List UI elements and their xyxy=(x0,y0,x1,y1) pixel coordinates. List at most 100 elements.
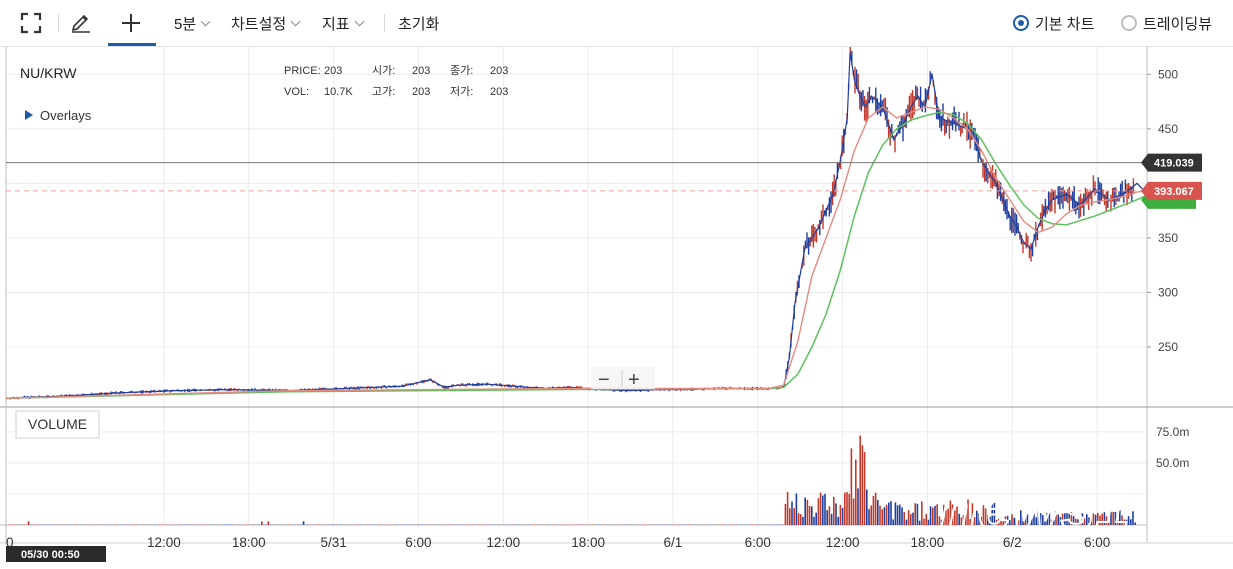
volume-bar xyxy=(1114,511,1117,525)
radio-unselected-icon xyxy=(1121,15,1137,31)
volume-bar xyxy=(978,513,980,525)
volume-bar xyxy=(1099,515,1101,525)
volume-bar xyxy=(846,492,848,525)
volume-bar xyxy=(1061,513,1064,525)
volume-bar xyxy=(1132,511,1134,525)
volume-bar xyxy=(1119,510,1121,525)
volume-bar xyxy=(1081,513,1084,525)
volume-bar xyxy=(1088,517,1090,525)
volume-bar xyxy=(830,513,833,525)
time-tick-label: 6/1 xyxy=(664,535,683,550)
price-series-group xyxy=(5,47,1145,400)
fullscreen-icon[interactable] xyxy=(20,0,42,46)
volume-bar xyxy=(1053,519,1055,525)
news1-watermark: news1 xyxy=(940,474,1130,543)
volume-bar xyxy=(1130,519,1132,525)
volume-bar xyxy=(936,504,938,525)
volume-bar xyxy=(874,492,877,525)
volume-bar xyxy=(1037,510,1040,525)
volume-bar xyxy=(1042,515,1044,525)
zoom-in-button[interactable]: + xyxy=(628,369,640,391)
price-value: 203 xyxy=(324,65,342,77)
last-price-tag-shape xyxy=(1141,181,1202,200)
price-tick-label: 350 xyxy=(1158,231,1178,245)
volume-bar xyxy=(870,505,872,525)
volume-bar xyxy=(852,498,855,525)
crosshair-time-tag: 05/30 00:50 xyxy=(6,546,106,562)
draw-pencil-icon[interactable] xyxy=(69,0,93,46)
chevron-down-icon xyxy=(354,16,365,26)
volume-bar xyxy=(960,517,963,525)
volume-bar xyxy=(1028,520,1031,525)
interval-label: 5분 xyxy=(174,15,197,33)
volume-bar xyxy=(795,493,798,525)
volume-bar xyxy=(861,445,864,525)
volume-label: VOLUME xyxy=(28,416,87,432)
volume-bar xyxy=(1024,518,1026,525)
time-tick-label: 0 xyxy=(6,535,14,550)
chevron-down-icon xyxy=(290,16,301,26)
volume-bar xyxy=(806,499,809,525)
time-tag-label: 05/30 00:50 xyxy=(21,549,80,561)
reset-button[interactable]: 초기화 xyxy=(398,0,439,46)
volume-bars xyxy=(8,435,1136,525)
time-tick-label: 12:00 xyxy=(826,535,860,550)
volume-bar xyxy=(1006,515,1009,525)
volume-bar xyxy=(1121,515,1123,525)
volume-bar xyxy=(1011,514,1013,525)
last-price-label: 393.067 xyxy=(1154,186,1194,198)
volume-bar xyxy=(1022,517,1024,525)
volume-bar xyxy=(949,500,952,525)
indicator-dropdown[interactable]: 지표 xyxy=(322,0,365,46)
volume-bar xyxy=(786,492,789,525)
volume-bar xyxy=(932,507,934,525)
volume-bar xyxy=(866,489,868,525)
volume-bar xyxy=(27,521,30,525)
price-tags: 419.039 393.067 xyxy=(1141,153,1202,209)
volume-bar xyxy=(962,515,965,525)
chart-settings-label: 차트설정 xyxy=(231,15,287,33)
volume-bar xyxy=(804,497,806,525)
time-tick-label: 12:00 xyxy=(147,535,181,550)
basic-chart-label: 기본 차트 xyxy=(1035,15,1095,33)
indicator-label: 지표 xyxy=(322,15,350,33)
reset-label: 초기화 xyxy=(398,15,440,33)
overlays-label: Overlays xyxy=(40,108,92,123)
volume-bar xyxy=(1094,514,1097,525)
crosshair-price-label: 419.039 xyxy=(1154,158,1194,170)
volume-bar xyxy=(1026,513,1029,525)
volume-bar xyxy=(1092,513,1095,525)
volume-bar xyxy=(1015,511,1018,525)
volume-bar xyxy=(1020,510,1022,525)
time-tag-bg xyxy=(6,546,106,562)
volume-bar xyxy=(1127,516,1130,525)
crosshair-icon[interactable] xyxy=(120,0,142,46)
volume-bar xyxy=(1079,522,1081,525)
active-tool-indicator xyxy=(108,43,156,46)
volume-bar xyxy=(921,501,923,525)
chevron-down-icon xyxy=(200,16,211,26)
volume-bar xyxy=(1110,511,1112,525)
volume-bar xyxy=(844,492,846,525)
volume-bar xyxy=(899,504,901,525)
basic-chart-radio[interactable]: 기본 차트 xyxy=(1013,0,1094,46)
volume-bar xyxy=(927,519,930,525)
zoom-out-button[interactable]: − xyxy=(598,369,610,391)
overlays-toggle[interactable]: Overlays xyxy=(25,108,92,123)
time-tick-label: 6:00 xyxy=(745,535,771,550)
volume-bar xyxy=(855,459,857,525)
chart-background xyxy=(0,47,1233,569)
price-chart[interactable]: 250 300 350 450 500 50.0m 75.0m 0 12:00 18:00 5/… xyxy=(0,47,1233,569)
tradingview-radio[interactable]: 트레이딩뷰 xyxy=(1121,0,1212,46)
volume-bar xyxy=(991,503,993,525)
volume-bar xyxy=(954,510,956,525)
tradingview-label: 트레이딩뷰 xyxy=(1143,15,1213,33)
volume-bar xyxy=(1083,518,1086,525)
chart-settings-dropdown[interactable]: 차트설정 xyxy=(231,0,301,46)
volume-bar xyxy=(839,504,842,525)
interval-dropdown[interactable]: 5분 xyxy=(174,0,211,46)
volume-bar xyxy=(987,514,989,525)
volume-bar xyxy=(1048,510,1051,525)
volume-bar xyxy=(943,504,945,525)
volume-bar xyxy=(918,520,921,525)
